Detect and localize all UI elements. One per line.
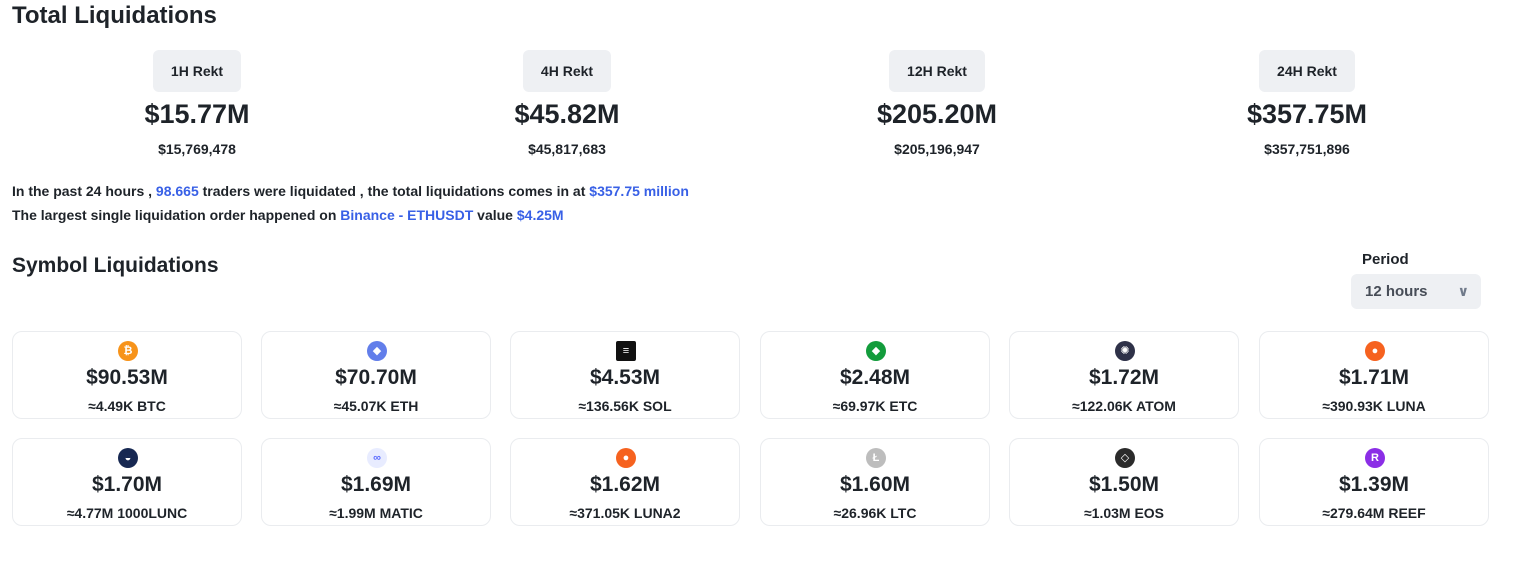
- ltc-icon: Ł: [866, 448, 886, 468]
- symbol-amount: $1.62M: [589, 473, 661, 496]
- rekt-12h-label: 12H Rekt: [889, 50, 985, 92]
- symbol-quantity: ≈390.93K LUNA: [1322, 398, 1426, 414]
- symbol-card[interactable]: R $1.39M ≈279.64M REEF: [1259, 438, 1489, 526]
- reef-icon: R: [1365, 448, 1385, 468]
- symbol-amount: $1.69M: [340, 473, 412, 496]
- symbol-quantity: ≈69.97K ETC: [832, 398, 918, 414]
- symbol-card[interactable]: ∞ $1.69M ≈1.99M MATIC: [261, 438, 491, 526]
- etc-icon: ◆: [866, 341, 886, 361]
- symbol-card[interactable]: Ł $1.60M ≈26.96K LTC: [760, 438, 990, 526]
- sol-icon: ≡: [616, 341, 636, 361]
- summary-text: value: [473, 207, 517, 223]
- symbol-quantity: ≈4.77M 1000LUNC: [66, 505, 188, 521]
- symbol-quantity: ≈26.96K LTC: [833, 505, 917, 521]
- symbol-quantity: ≈4.49K BTC: [88, 398, 166, 414]
- symbol-card[interactable]: ₿ $90.53M ≈4.49K BTC: [12, 331, 242, 419]
- symbol-amount: $90.53M: [86, 366, 168, 389]
- symbol-card[interactable]: ◆ $2.48M ≈69.97K ETC: [760, 331, 990, 419]
- eth-icon: ◆: [367, 341, 387, 361]
- luna2-icon: ●: [616, 448, 636, 468]
- traders-count: 98.665: [155, 183, 199, 199]
- matic-icon: ∞: [367, 448, 387, 468]
- symbol-amount: $1.70M: [91, 473, 163, 496]
- rekt-4h-amount: $45.82M: [514, 99, 620, 129]
- rekt-1h-amount: $15.77M: [144, 99, 250, 129]
- symbol-amount: $1.60M: [839, 473, 911, 496]
- summary-text: The largest single liquidation order hap…: [12, 207, 341, 223]
- period-select[interactable]: 12 hours ∨: [1351, 274, 1481, 309]
- summary-text: In the past 24 hours ,: [12, 183, 156, 199]
- symbol-amount: $1.50M: [1088, 473, 1160, 496]
- rekt-1h-exact: $15,769,478: [158, 141, 236, 157]
- btc-icon: ₿: [118, 341, 138, 361]
- rekt-4h: 4H Rekt $45.82M $45,817,683: [437, 50, 697, 158]
- symbol-quantity: ≈371.05K LUNA2: [569, 505, 681, 521]
- symbol-card[interactable]: ≡ $4.53M ≈136.56K SOL: [510, 331, 740, 419]
- symbol-card[interactable]: ◒ $1.70M ≈4.77M 1000LUNC: [12, 438, 242, 526]
- rekt-24h-amount: $357.75M: [1246, 99, 1368, 129]
- symbol-card[interactable]: ● $1.62M ≈371.05K LUNA2: [510, 438, 740, 526]
- rekt-24h-label: 24H Rekt: [1259, 50, 1355, 92]
- rekt-12h-exact: $205,196,947: [894, 141, 980, 157]
- symbol-quantity: ≈1.03M EOS: [1083, 505, 1165, 521]
- symbol-quantity: ≈136.56K SOL: [578, 398, 672, 414]
- rekt-24h-exact: $357,751,896: [1264, 141, 1350, 157]
- symbol-quantity: ≈45.07K ETH: [333, 398, 419, 414]
- summary-line-1: In the past 24 hours , 98.665 traders we…: [12, 181, 689, 201]
- rekt-4h-label: 4H Rekt: [522, 50, 612, 92]
- period-value: 12 hours: [1365, 283, 1428, 300]
- symbol-amount: $1.71M: [1338, 366, 1410, 389]
- symbol-amount: $1.39M: [1338, 473, 1410, 496]
- symbol-amount: $2.48M: [839, 366, 911, 389]
- rekt-1h: 1H Rekt $15.77M $15,769,478: [67, 50, 327, 158]
- symbol-card[interactable]: ◇ $1.50M ≈1.03M EOS: [1009, 438, 1239, 526]
- largest-order-value: $4.25M: [516, 207, 564, 223]
- symbol-card[interactable]: ✺ $1.72M ≈122.06K ATOM: [1009, 331, 1239, 419]
- chevron-down-icon: ∨: [1457, 283, 1469, 299]
- rekt-1h-label: 1H Rekt: [152, 50, 242, 92]
- symbol-quantity: ≈279.64M REEF: [1322, 505, 1426, 521]
- atom-icon: ✺: [1115, 341, 1135, 361]
- section-title: Symbol Liquidations: [12, 254, 219, 277]
- symbol-card[interactable]: ◆ $70.70M ≈45.07K ETH: [261, 331, 491, 419]
- page-title: Total Liquidations: [12, 2, 217, 29]
- summary-text: traders were liquidated , the total liqu…: [198, 183, 590, 199]
- symbol-quantity: ≈1.99M MATIC: [329, 505, 423, 521]
- rekt-12h-amount: $205.20M: [876, 99, 998, 129]
- eos-icon: ◇: [1115, 448, 1135, 468]
- symbol-amount: $70.70M: [335, 366, 417, 389]
- symbol-amount: $1.72M: [1088, 366, 1160, 389]
- luna-icon: ●: [1365, 341, 1385, 361]
- rekt-12h: 12H Rekt $205.20M $205,196,947: [807, 50, 1067, 158]
- total-liquidations: $357.75 million: [589, 183, 689, 199]
- exchange-pair-link[interactable]: Binance - ETHUSDT: [340, 207, 474, 223]
- rekt-4h-exact: $45,817,683: [528, 141, 606, 157]
- summary-line-2: The largest single liquidation order hap…: [12, 205, 564, 225]
- lunc-icon: ◒: [118, 448, 138, 468]
- symbol-amount: $4.53M: [589, 366, 661, 389]
- symbol-card[interactable]: ● $1.71M ≈390.93K LUNA: [1259, 331, 1489, 419]
- rekt-24h: 24H Rekt $357.75M $357,751,896: [1177, 50, 1437, 158]
- period-label: Period: [1362, 251, 1409, 268]
- symbol-quantity: ≈122.06K ATOM: [1072, 398, 1176, 414]
